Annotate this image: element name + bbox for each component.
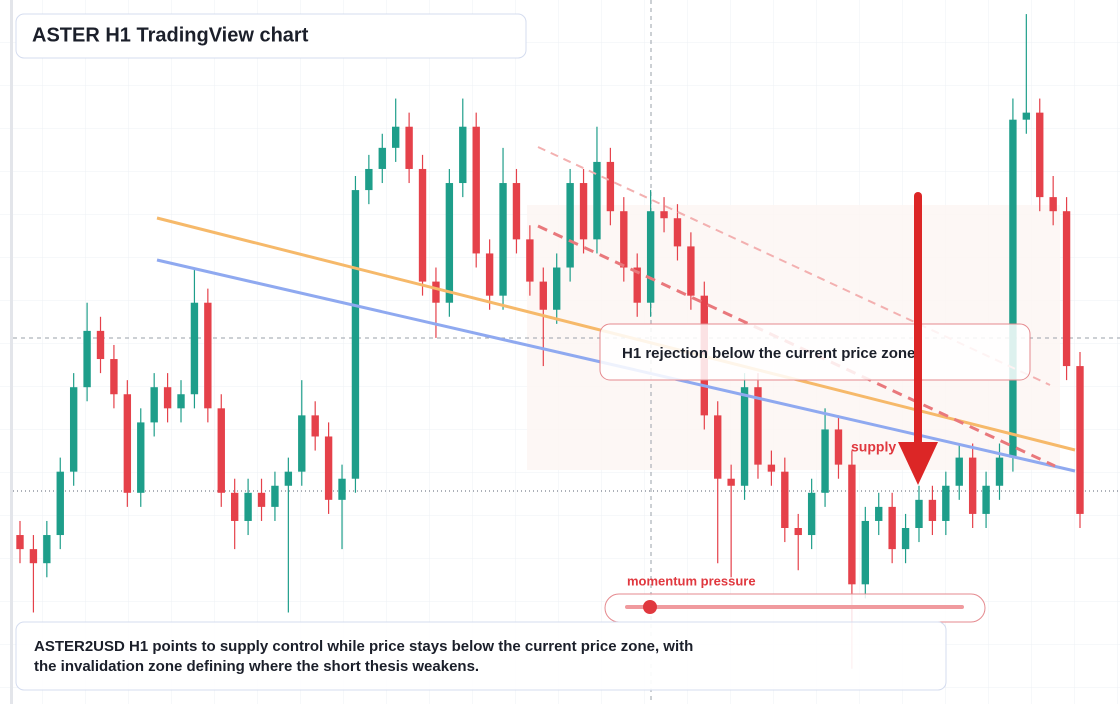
candle-body [110, 359, 118, 395]
candle-body [284, 471, 293, 486]
candle-body [351, 190, 360, 479]
candle-body [177, 394, 185, 409]
candle-body [432, 281, 440, 303]
candle-body [942, 485, 950, 521]
candle-body [579, 183, 588, 240]
left-edge [10, 0, 13, 704]
candle-body [16, 535, 24, 550]
candle-body [566, 183, 574, 268]
candle-body [687, 246, 695, 296]
candle-body [405, 126, 413, 169]
candle-body [378, 147, 386, 169]
candle-body [995, 457, 1004, 486]
candle-body [190, 302, 199, 395]
candle-body [459, 126, 467, 184]
candle-body [418, 168, 427, 282]
candle-body [257, 492, 266, 507]
candle-body [472, 126, 480, 254]
candle-body [646, 211, 655, 303]
candle-body [338, 478, 346, 500]
candle-body [1009, 119, 1017, 458]
caption-box [15, 621, 947, 691]
candle-body [526, 239, 534, 282]
candle-body [1036, 112, 1044, 198]
candle-body [163, 387, 172, 409]
candle-body [96, 330, 105, 360]
candle-body [955, 457, 963, 486]
candle-body [982, 485, 990, 514]
candle-body [861, 520, 870, 585]
candle-body [298, 415, 306, 472]
chart-title: ASTER H1 TradingView chart [32, 24, 309, 46]
candle-body [901, 528, 910, 550]
momentum-label: momentum pressure [627, 573, 756, 588]
candle-body [888, 506, 896, 550]
candle-body [392, 126, 400, 148]
candle-body [794, 528, 802, 536]
candle-body [56, 471, 64, 536]
candle-body [204, 302, 212, 409]
candle-body [512, 183, 521, 240]
candle-body [539, 281, 547, 310]
candle-body [767, 464, 776, 472]
candle-body [324, 436, 333, 500]
candle-body [740, 387, 749, 486]
candle-body [928, 499, 937, 521]
candle-body [485, 253, 494, 296]
title-box [15, 13, 527, 59]
caption-line: ASTER2USD H1 points to supply control wh… [34, 638, 693, 655]
candle-body [365, 168, 373, 191]
candle-body [633, 267, 641, 303]
candle-body [875, 506, 883, 521]
resistance-line [537, 224, 1056, 468]
candle-body [83, 330, 91, 388]
candle-body [150, 387, 158, 423]
candle-body [311, 415, 319, 437]
candle-body [807, 492, 816, 536]
annotation-box [599, 323, 1031, 381]
candle-body [244, 492, 252, 521]
candle-body [593, 161, 601, 240]
candle-body [754, 387, 762, 465]
candle-body [968, 457, 977, 514]
candle-body [123, 394, 132, 493]
candle-body [445, 183, 454, 303]
candle-body [230, 492, 239, 521]
candle-body [1076, 366, 1084, 514]
candle-body [781, 471, 789, 528]
candle-body [553, 267, 561, 310]
candle-body [217, 408, 225, 493]
candle-body [848, 464, 856, 585]
candle-body [1049, 197, 1057, 212]
candle-body [714, 415, 722, 479]
momentum-knob [643, 600, 657, 614]
annotation: H1 rejection below the current price zon… [622, 345, 915, 362]
supply-label: supply [851, 439, 896, 455]
candle-body [834, 429, 843, 465]
candle-body [43, 535, 51, 564]
arrow-head [898, 442, 938, 485]
candle-body [69, 387, 78, 472]
candle-body [1062, 211, 1071, 367]
resistance-line [537, 146, 1051, 386]
candle-body [499, 183, 507, 296]
candle-body [606, 161, 615, 212]
candle-body [673, 218, 682, 247]
caption-line: the invalidation zone defining where the… [34, 658, 479, 675]
candle-body [29, 549, 38, 564]
candle-body [660, 211, 668, 219]
candle-body [727, 478, 735, 486]
candle-body [620, 211, 628, 268]
candle-body [271, 485, 279, 507]
candle-body [915, 499, 923, 528]
candle-body [137, 422, 145, 493]
candle-body [821, 429, 829, 493]
candle-body [1022, 112, 1031, 120]
